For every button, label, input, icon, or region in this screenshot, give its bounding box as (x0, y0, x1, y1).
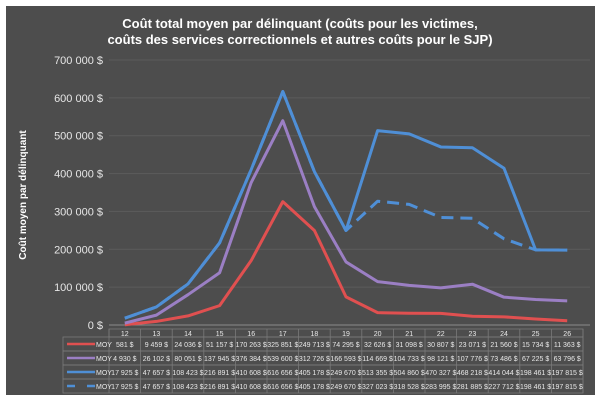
y-tick-label: 400 000 $ (54, 169, 103, 181)
table-cell: 197 815 $ (552, 370, 583, 377)
table-cell: 17 925 $ (111, 384, 138, 391)
table-cell: 80 051 $ (174, 356, 201, 363)
x-tick-label: 19 (342, 331, 350, 338)
legend-label: MOY (96, 356, 112, 363)
table-cell: 470 327 $ (425, 370, 456, 377)
legend-label: MOY (96, 384, 112, 391)
y-axis-label: Coût moyen par délinquant (18, 130, 29, 260)
table-cell: 4 930 $ (113, 356, 136, 363)
table-cell: 47 657 $ (143, 384, 170, 391)
table-cell: 108 423 $ (172, 370, 203, 377)
table-cell: 376 384 $ (236, 356, 267, 363)
legend-label: MOY (96, 370, 112, 377)
x-tick-label: 21 (405, 331, 413, 338)
x-tick-label: 15 (216, 331, 224, 338)
table-cell: 283 995 $ (425, 384, 456, 391)
table-cell: 249 713 $ (299, 342, 330, 349)
table-cell: 98 121 $ (427, 356, 454, 363)
table-cell: 108 423 $ (172, 384, 203, 391)
table-cell: 114 669 $ (362, 356, 393, 363)
x-tick-label: 20 (374, 331, 382, 338)
x-tick-label: 18 (311, 331, 319, 338)
series-line-0 (124, 200, 568, 327)
table-cell: 513 355 $ (362, 370, 393, 377)
table-cell: 281 885 $ (457, 384, 488, 391)
table-cell: 73 486 $ (490, 356, 517, 363)
table-cell: 170 263 $ (236, 342, 267, 349)
table-row (62, 378, 584, 394)
table-cell: 9 459 $ (145, 342, 168, 349)
table-cell: 17 925 $ (111, 370, 138, 377)
table-cell: 249 670 $ (330, 384, 361, 391)
table-cell: 107 776 $ (457, 356, 488, 363)
table-cell: 63 796 $ (554, 356, 581, 363)
table-cell: 410 608 $ (236, 370, 267, 377)
table-cell: 47 657 $ (143, 370, 170, 377)
table-cell: 197 815 $ (552, 384, 583, 391)
table-cell: 15 734 $ (522, 342, 549, 349)
x-tick-label: 13 (153, 331, 161, 338)
y-tick-label: 100 000 $ (54, 282, 103, 294)
table-cell: 51 157 $ (206, 342, 233, 349)
x-tick-label: 25 (532, 331, 540, 338)
y-tick-label: 200 000 $ (54, 244, 103, 256)
table-cell: 67 225 $ (522, 356, 549, 363)
y-tick-label: 700 000 $ (54, 55, 103, 67)
table-cell: 249 670 $ (330, 370, 361, 377)
table-cell: 227 712 $ (488, 384, 519, 391)
chart-title-line-1: Coût total moyen par délinquant (coûts p… (122, 16, 477, 31)
table-cell: 216 891 $ (204, 384, 235, 391)
table-cell: 104 733 $ (394, 356, 425, 363)
chart-title-line-2: coûts des services correctionnels et aut… (107, 32, 492, 47)
x-tick-label: 17 (279, 331, 287, 338)
y-tick-label: 300 000 $ (54, 206, 103, 218)
table-cell: 616 656 $ (267, 370, 298, 377)
table-cell: 410 608 $ (236, 384, 267, 391)
table-cell: 539 600 $ (267, 356, 298, 363)
x-tick-label: 26 (563, 331, 571, 338)
table-cell: 504 860 $ (394, 370, 425, 377)
table-cell: 414 044 $ (488, 370, 519, 377)
table-cell: 198 461 $ (520, 384, 551, 391)
x-tick-label: 22 (437, 331, 445, 338)
table-cell: 23 071 $ (459, 342, 486, 349)
y-tick-label: 600 000 $ (54, 93, 103, 105)
series-line-1 (124, 119, 568, 325)
table-cell: 198 461 $ (520, 370, 551, 377)
y-tick-label: 500 000 $ (54, 131, 103, 143)
y-tick-label: 0 $ (88, 320, 103, 332)
x-tick-label: 16 (247, 331, 255, 338)
table-cell: 216 891 $ (204, 370, 235, 377)
table-cell: 74 295 $ (332, 342, 359, 349)
table-cell: 581 $ (116, 342, 134, 349)
table-cell: 32 626 $ (364, 342, 391, 349)
chart-background (6, 6, 595, 395)
x-tick-label: 23 (469, 331, 477, 338)
table-cell: 616 656 $ (267, 384, 298, 391)
table-cell: 327 023 $ (362, 384, 393, 391)
x-tick-label: 14 (184, 331, 192, 338)
table-cell: 30 807 $ (427, 342, 454, 349)
table-cell: 166 593 $ (330, 356, 361, 363)
x-tick-label: 24 (500, 331, 508, 338)
table-cell: 318 528 $ (394, 384, 425, 391)
table-cell: 24 036 $ (174, 342, 201, 349)
legend-label: MOY (96, 342, 112, 349)
table-cell: 405 178 $ (299, 384, 330, 391)
table-cell: 312 726 $ (299, 356, 330, 363)
table-cell: 325 851 $ (267, 342, 298, 349)
table-cell: 405 178 $ (299, 370, 330, 377)
table-cell: 468 218 $ (457, 370, 488, 377)
table-cell: 26 102 $ (143, 356, 170, 363)
table-cell: 21 560 $ (490, 342, 517, 349)
x-tick-label: 12 (121, 331, 129, 338)
table-cell: 137 945 $ (204, 356, 235, 363)
table-cell: 11 363 $ (554, 342, 581, 349)
series-line-3 (124, 90, 568, 320)
table-cell: 31 098 $ (396, 342, 423, 349)
